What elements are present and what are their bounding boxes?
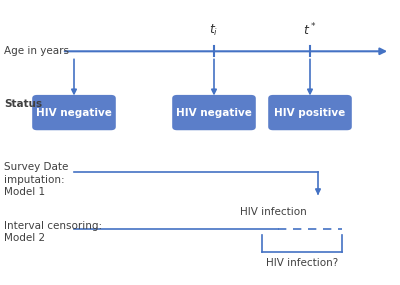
FancyBboxPatch shape bbox=[268, 95, 352, 130]
FancyBboxPatch shape bbox=[32, 95, 116, 130]
Text: HIV positive: HIV positive bbox=[274, 107, 346, 118]
Text: Status: Status bbox=[4, 99, 42, 109]
Text: Survey Date
imputation:
Model 1: Survey Date imputation: Model 1 bbox=[4, 162, 68, 197]
Text: HIV infection?: HIV infection? bbox=[266, 258, 338, 268]
Text: HIV infection: HIV infection bbox=[240, 207, 307, 217]
Text: Interval censoring:
Model 2: Interval censoring: Model 2 bbox=[4, 221, 102, 243]
Text: $t^*$: $t^*$ bbox=[303, 22, 317, 38]
Text: $t_i$: $t_i$ bbox=[209, 23, 219, 38]
FancyBboxPatch shape bbox=[172, 95, 256, 130]
Text: Age in years: Age in years bbox=[4, 46, 69, 56]
Text: HIV negative: HIV negative bbox=[36, 107, 112, 118]
Text: HIV negative: HIV negative bbox=[176, 107, 252, 118]
